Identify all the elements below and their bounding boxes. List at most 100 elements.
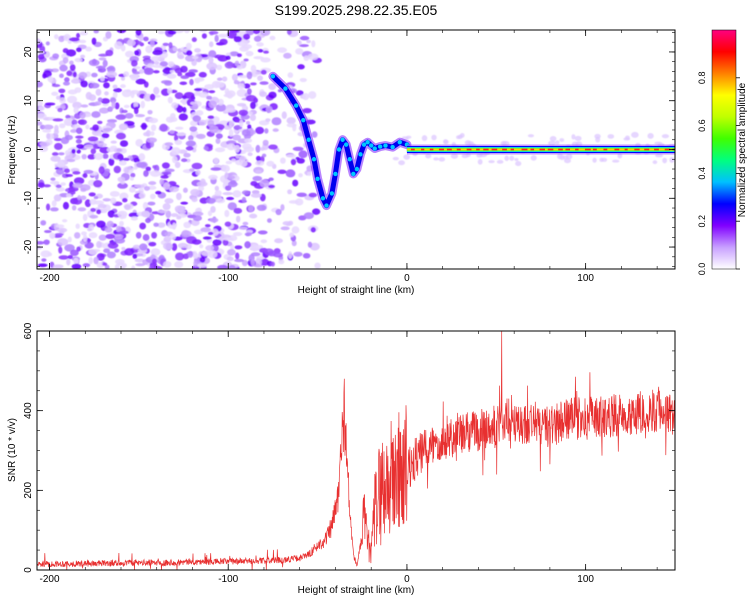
noise-blob (235, 215, 241, 223)
noise-blob (113, 165, 121, 174)
carrier-peak (654, 148, 659, 151)
noise-blob (224, 209, 230, 218)
signal-curve-point (347, 157, 352, 162)
noise-blob (57, 107, 63, 113)
x-tick-label: 100 (577, 273, 594, 284)
carrier-peak (510, 148, 514, 151)
noise-blob (91, 37, 97, 45)
noise-blob (247, 152, 253, 157)
noise-blob (145, 217, 151, 224)
noise-blob (126, 39, 136, 47)
x-tick-label: 0 (404, 273, 410, 284)
noise-blob (87, 136, 99, 142)
noise-blob (90, 207, 96, 212)
noise-blob (234, 258, 245, 263)
noise-blob (130, 73, 139, 81)
noise-blob (96, 253, 105, 261)
noise-blob (547, 140, 556, 146)
noise-blob (167, 61, 175, 67)
signal-curve-point (301, 118, 306, 123)
colorbar-tick-label: 0.2 (697, 215, 707, 228)
noise-blob (139, 222, 147, 230)
noise-blob (37, 81, 43, 88)
noise-blob (82, 172, 88, 179)
noise-blob (530, 155, 537, 161)
noise-blob (219, 38, 228, 46)
noise-blob (67, 95, 78, 104)
noise-blob (147, 201, 156, 206)
carrier-peak (603, 148, 608, 151)
noise-blob (280, 157, 286, 164)
noise-blob (159, 178, 164, 185)
signal-curve-point (354, 166, 360, 172)
noise-blob (167, 87, 173, 95)
noise-blob (244, 232, 252, 237)
noise-blob (174, 261, 184, 268)
noise-blob (103, 82, 110, 89)
noise-blob (267, 218, 272, 223)
noise-blob (148, 265, 155, 269)
noise-blob (137, 40, 142, 45)
noise-blob (152, 64, 163, 68)
noise-blob (93, 195, 99, 200)
noise-blob (174, 92, 184, 100)
noise-blob (265, 118, 271, 122)
noise-blob (595, 136, 601, 143)
signal-curve-point (351, 171, 356, 177)
noise-blob (64, 150, 71, 156)
noise-blob (114, 248, 120, 253)
carrier-peak (483, 148, 489, 151)
spectrogram-x-label: Height of straight line (km) (298, 285, 415, 296)
noise-blob (257, 49, 264, 53)
noise-blob (143, 170, 149, 177)
noise-blob (170, 213, 179, 218)
signal-curve-point (283, 86, 288, 91)
noise-blob (102, 59, 108, 68)
noise-blob (217, 264, 229, 269)
noise-blob (121, 109, 128, 114)
noise-blob (549, 136, 557, 142)
noise-blob (123, 71, 130, 77)
noise-blob (232, 231, 243, 237)
noise-blob (93, 30, 99, 34)
noise-blob (119, 140, 129, 147)
noise-blob (50, 177, 56, 181)
noise-blob (225, 55, 231, 60)
noise-blob (527, 134, 535, 138)
noise-blob (135, 138, 144, 147)
noise-blob (69, 60, 74, 65)
noise-blob (403, 154, 411, 160)
noise-blob (208, 90, 216, 94)
noise-blob (191, 162, 203, 170)
noise-blob (291, 240, 297, 247)
noise-blob (151, 231, 158, 239)
noise-blob (114, 102, 120, 110)
noise-blob (287, 72, 294, 79)
noise-blob (135, 231, 142, 239)
noise-blob (77, 195, 82, 201)
carrier-peak (491, 148, 498, 151)
noise-blob (307, 241, 313, 248)
noise-blob (201, 250, 212, 257)
noise-blob (145, 45, 153, 54)
noise-blob (88, 232, 98, 239)
noise-blob (74, 232, 81, 239)
noise-blob (192, 215, 202, 222)
noise-blob (153, 61, 160, 65)
noise-blob (208, 30, 219, 35)
noise-blob (84, 144, 95, 150)
noise-blob (272, 128, 279, 132)
noise-blob (188, 69, 198, 73)
noise-blob (66, 70, 73, 77)
noise-blob (162, 42, 169, 47)
noise-blob (130, 90, 140, 95)
noise-blob (69, 64, 76, 72)
noise-blob (175, 126, 184, 130)
signal-curve-point (365, 139, 370, 145)
noise-blob (210, 206, 216, 213)
noise-blob (238, 226, 248, 230)
noise-blob (285, 222, 292, 227)
y-tick-label: -10 (23, 191, 34, 206)
noise-blob (225, 160, 233, 165)
noise-blob (231, 158, 236, 163)
